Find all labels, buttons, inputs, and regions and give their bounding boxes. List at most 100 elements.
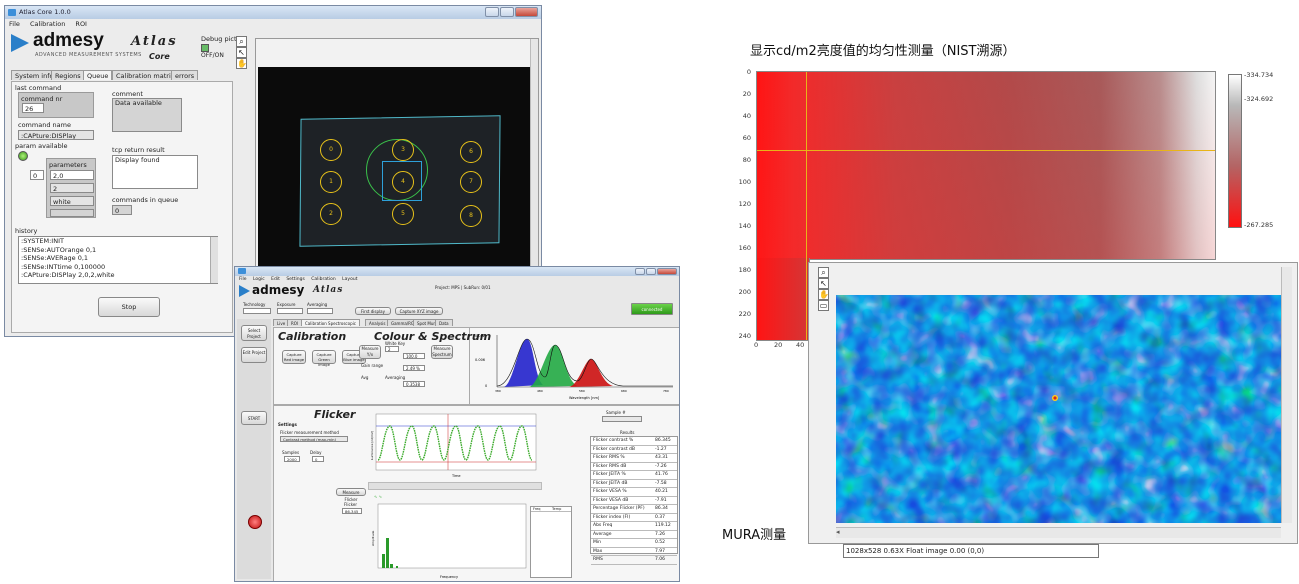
- capture-xyz-button[interactable]: Capture XYZ image: [395, 307, 443, 315]
- crosshair-horizontal[interactable]: [757, 150, 1215, 151]
- green-peak: [529, 345, 577, 387]
- measure-yx-button[interactable]: Measure Y/x: [359, 345, 381, 359]
- crosshair-vertical[interactable]: [806, 72, 807, 259]
- menu-layout[interactable]: Layout: [342, 277, 358, 282]
- history-scrollbar[interactable]: [210, 237, 218, 283]
- pointer-icon[interactable]: ↖: [818, 278, 829, 289]
- capture-green-button[interactable]: Capture Green image: [312, 350, 336, 367]
- comment-field: Data available: [112, 98, 182, 132]
- pointer-tool-icon[interactable]: ↖: [236, 47, 247, 58]
- commands-in-queue-label: commands in queue: [112, 196, 179, 204]
- tab-errors[interactable]: errors: [171, 70, 199, 80]
- mura-vertical-scrollbar[interactable]: [1281, 267, 1292, 523]
- measure-flicker-button[interactable]: Measure Flicker: [336, 488, 366, 502]
- sample-select[interactable]: [602, 416, 642, 422]
- pan-tool-icon[interactable]: ✋: [236, 58, 247, 69]
- project-info: Project: MPS | SubRun: 0/01: [435, 285, 491, 290]
- spectrum-y-tick: 0.006: [475, 358, 485, 362]
- rect-icon[interactable]: ▭: [818, 300, 829, 311]
- mura-status-bar: 1028x528 0.63X Float image 0.00 (0,0): [843, 544, 1099, 558]
- viewer-scrollbar[interactable]: [530, 39, 538, 336]
- menu-file[interactable]: File: [9, 20, 20, 28]
- spectrum-menu-bar: File Logic Edit Settings Calibration Lay…: [235, 276, 679, 283]
- results-value: 119.12: [655, 523, 671, 528]
- mura-horizontal-scrollbar[interactable]: ◂: [836, 527, 1281, 538]
- menu-calibration[interactable]: Calibration: [311, 277, 336, 282]
- filtered-toggle-row[interactable]: ∿ ∿: [374, 494, 382, 499]
- averaging-field[interactable]: [307, 308, 333, 314]
- roi-ring-3[interactable]: 3: [392, 139, 414, 161]
- flicker-method-select[interactable]: Contrast method (max-min): [280, 436, 348, 442]
- maximize-button[interactable]: [500, 7, 514, 17]
- results-row: Min 0.52: [591, 539, 677, 548]
- samples-field[interactable]: 2000: [284, 456, 300, 462]
- zoom-tool-icon[interactable]: ⌕: [236, 36, 247, 47]
- delay-field[interactable]: 0: [312, 456, 324, 462]
- pan-icon[interactable]: ✋: [818, 289, 829, 300]
- roi-ring-2[interactable]: 2: [320, 203, 342, 225]
- results-key: Percentage Flicker (PF): [593, 506, 645, 511]
- roi-ring-4[interactable]: 4: [392, 171, 414, 193]
- flicker-value-label: Flicker: [344, 502, 358, 507]
- first-display-button[interactable]: First display: [355, 307, 391, 315]
- stop-record-icon[interactable]: [248, 515, 262, 529]
- y-tick: 100: [738, 178, 751, 186]
- technology-field[interactable]: [243, 308, 271, 314]
- white-key-field[interactable]: 2: [385, 346, 399, 352]
- results-row: Flicker RMS % 43.31: [591, 454, 677, 463]
- tab-calibration-matrix[interactable]: Calibration matrix: [112, 70, 179, 80]
- capture-red-button[interactable]: Capture Red image: [282, 350, 306, 364]
- roi-ring-1[interactable]: 1: [320, 171, 342, 193]
- results-row: Flicker index (FI) 0.37: [591, 514, 677, 522]
- minimize-button[interactable]: [635, 268, 645, 275]
- cursor-controls[interactable]: [368, 482, 542, 490]
- spectrum-tab-strip: Live ROI Calibration Spectroscopic Analy…: [273, 319, 679, 326]
- menu-roi[interactable]: ROI: [75, 20, 87, 28]
- menu-edit[interactable]: Edit: [271, 277, 280, 282]
- close-button[interactable]: [515, 7, 538, 17]
- red-peak: [569, 359, 613, 387]
- logo-text: admesy: [252, 283, 305, 297]
- results-key: Flicker JEITA %: [593, 472, 626, 477]
- roi-ring-0[interactable]: 0: [320, 139, 342, 161]
- stop-button[interactable]: Stop: [98, 297, 160, 317]
- results-row: Flicker JEITA % 41.76: [591, 471, 677, 480]
- flicker-chart: Time Luminance [cd/m2]: [370, 413, 537, 478]
- tab-data[interactable]: Data: [435, 319, 453, 326]
- results-key: Flicker contrast dB: [593, 446, 635, 452]
- menu-settings[interactable]: Settings: [286, 277, 305, 282]
- y-tick: 40: [742, 112, 751, 120]
- minimize-button[interactable]: [485, 7, 499, 17]
- mura-label: MURA测量: [722, 528, 787, 543]
- spectrum-x-tick: 780: [663, 389, 669, 393]
- roi-ring-5[interactable]: 5: [392, 203, 414, 225]
- roi-ring-8[interactable]: 8: [460, 205, 482, 227]
- measure-spectrum-button[interactable]: Measure Spectrum: [431, 345, 453, 359]
- menu-file[interactable]: File: [239, 277, 247, 282]
- zoom-icon[interactable]: ⌕: [818, 267, 829, 278]
- app-icon: [8, 9, 16, 16]
- results-value: -1.27: [655, 446, 667, 452]
- menu-logic[interactable]: Logic: [252, 277, 265, 282]
- tab-roi[interactable]: ROI: [287, 319, 303, 326]
- param-index-field[interactable]: 0: [30, 170, 44, 180]
- results-row: Flicker VESA % 40.21: [591, 488, 677, 497]
- tab-analysis[interactable]: Analysis: [365, 319, 390, 326]
- start-button[interactable]: START: [241, 411, 267, 425]
- roi-ring-7[interactable]: 7: [460, 171, 482, 193]
- y-tick: 20: [742, 90, 751, 98]
- select-project-button[interactable]: Select Project: [241, 325, 267, 341]
- menu-calibration[interactable]: Calibration: [29, 20, 66, 28]
- results-value: 43.31: [655, 455, 668, 460]
- maximize-button[interactable]: [646, 268, 656, 275]
- close-button[interactable]: [657, 268, 677, 275]
- debug-toggle[interactable]: OFF/ON: [201, 44, 231, 59]
- tab-calibration-spectroscopic[interactable]: Calibration Spectroscopic: [301, 319, 360, 326]
- tab-queue[interactable]: Queue: [83, 70, 113, 80]
- queue-panel: last command command nr 26 command name …: [11, 81, 233, 333]
- roi-ring-6[interactable]: 6: [460, 141, 482, 163]
- exposure-field[interactable]: [277, 308, 303, 314]
- flicker-value-field: 86.345: [342, 508, 362, 514]
- tab-regions[interactable]: Regions: [51, 70, 85, 80]
- edit-project-button[interactable]: Edit Project: [241, 347, 267, 363]
